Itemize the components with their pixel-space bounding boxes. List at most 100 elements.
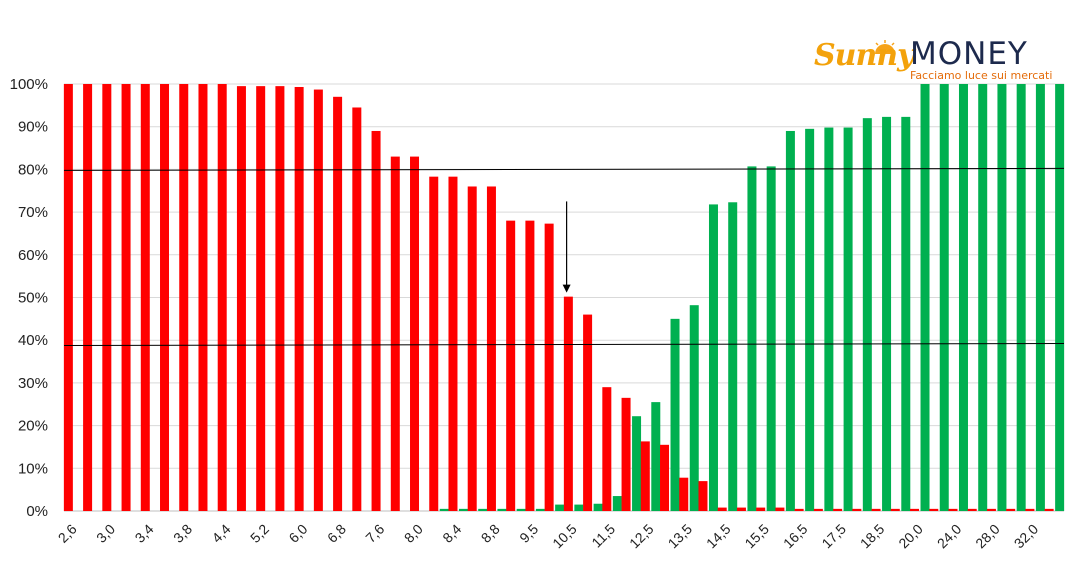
x-axis-tick-labels: 2,6 3,0 3,4 3,8 4,4 5,2 6,0 6,8 7,6 8,0 8,4 8,8 9,5 1… (55, 521, 1042, 552)
red-bar (736, 507, 746, 511)
green-bar (882, 116, 892, 511)
green-bar (478, 508, 488, 511)
y-tick-label: 30% (18, 375, 48, 392)
red-bar (775, 507, 785, 511)
y-tick-label: 20% (18, 418, 48, 435)
green-bar (670, 318, 680, 511)
logo-sunny-text: Sunny (814, 38, 915, 73)
x-tick-label: 24,0 (934, 521, 965, 552)
red-bar (371, 130, 381, 511)
x-tick-label: 6,8 (324, 521, 349, 546)
x-tick-label: 20,0 (895, 521, 926, 552)
red-bar (833, 508, 843, 511)
red-bar (929, 508, 939, 511)
green-bar (824, 127, 834, 511)
red-bar (352, 107, 362, 512)
red-bar (294, 86, 304, 511)
logo-money-text: MONEY (910, 36, 1028, 72)
green-bar (632, 416, 642, 511)
red-bar (1006, 508, 1016, 511)
green-bar (1035, 84, 1045, 511)
arrow-head (562, 284, 571, 293)
x-tick-label: 8,0 (401, 521, 426, 546)
green-bar (939, 84, 949, 511)
red-bar (967, 508, 977, 511)
green-bar (766, 166, 776, 511)
x-tick-label: 32,0 (1011, 521, 1042, 552)
y-tick-label: 40% (18, 332, 48, 349)
y-tick-label: 80% (18, 161, 48, 178)
green-bar (958, 84, 968, 511)
y-tick-label: 0% (26, 503, 48, 520)
red-bar (717, 507, 727, 511)
x-tick-label: 15,5 (741, 521, 772, 552)
green-bar (728, 202, 738, 512)
sunny-money-logo: Sunny MONEY Facciamo luce sui mercati (812, 36, 1052, 88)
red-bar (160, 84, 170, 511)
red-bar (410, 156, 420, 511)
reference-line (63, 342, 1065, 346)
red-bar (102, 84, 112, 511)
x-tick-label: 12,5 (626, 521, 657, 552)
red-bar (63, 84, 73, 511)
green-bar (843, 127, 853, 511)
green-bar (978, 84, 988, 511)
sun-icon (875, 40, 895, 54)
x-tick-label: 7,6 (362, 521, 387, 546)
green-bar (708, 204, 718, 511)
green-bar (439, 508, 449, 511)
red-bar (390, 156, 400, 511)
green-bar (805, 128, 815, 511)
y-tick-label: 60% (18, 247, 48, 264)
red-bar (583, 314, 593, 511)
green-bar (920, 84, 930, 511)
x-tick-label: 6,0 (285, 521, 310, 546)
red-bar (275, 86, 285, 511)
green-bar (535, 508, 545, 511)
bars (63, 84, 1065, 512)
x-tick-label: 2,6 (55, 521, 80, 546)
green-bar (593, 503, 603, 511)
green-bar (612, 496, 622, 511)
y-tick-label: 50% (18, 290, 48, 307)
green-bar (997, 84, 1007, 511)
red-bar (986, 508, 996, 511)
red-bar (525, 220, 535, 511)
green-bar (862, 118, 872, 511)
y-axis-tick-labels: 0% 10% 20% 30% 40% 50% 60% 70% 80% 90% 100% (10, 76, 48, 520)
red-bar (794, 508, 804, 511)
x-tick-label: 3,8 (170, 521, 195, 546)
green-bar (1016, 84, 1026, 511)
green-bar (555, 504, 565, 511)
green-bar (1055, 84, 1065, 511)
red-bar (679, 477, 689, 511)
red-bar (660, 444, 670, 511)
y-tick-label: 10% (18, 460, 48, 477)
x-tick-label: 3,4 (132, 521, 157, 546)
red-bar (563, 296, 573, 511)
x-tick-label: 28,0 (972, 521, 1003, 552)
red-bar (910, 508, 920, 511)
green-bar (458, 508, 468, 511)
y-tick-label: 90% (18, 119, 48, 136)
red-bar (429, 176, 439, 511)
green-bar (651, 402, 661, 511)
green-bar (785, 130, 795, 511)
red-bar (544, 223, 554, 511)
annotation-arrow (562, 201, 571, 293)
logo-tagline: Facciamo luce sui mercati (910, 69, 1053, 82)
y-tick-label: 70% (18, 204, 48, 221)
red-bar (313, 89, 323, 512)
red-bar (852, 508, 862, 511)
red-bar (486, 186, 496, 512)
x-tick-label: 8,4 (439, 521, 464, 546)
red-bar (121, 84, 131, 511)
red-bar (256, 86, 266, 511)
red-bar (467, 186, 477, 512)
red-bar (948, 508, 958, 511)
green-bar (689, 305, 699, 511)
red-bar (890, 508, 900, 511)
green-bar (901, 116, 911, 511)
x-tick-label: 11,5 (588, 521, 618, 551)
